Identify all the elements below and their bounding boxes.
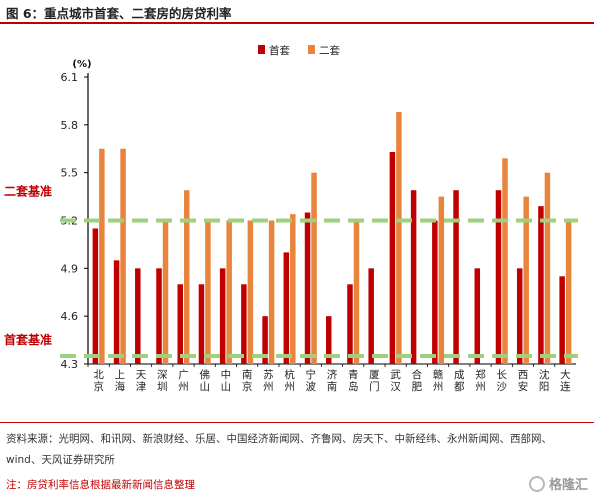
bar-first-home	[326, 316, 332, 364]
watermark-logo-icon	[528, 475, 545, 492]
title-bar: 图 6：重点城市首套、二套房的房贷利率	[0, 0, 594, 24]
bar-first-home	[156, 268, 162, 364]
bar-first-home	[283, 252, 290, 364]
y-tick-label: 4.3	[61, 358, 79, 371]
bar-first-home	[538, 206, 544, 364]
x-tick-label: 广州	[178, 369, 189, 393]
bar-first-home	[219, 268, 226, 364]
x-tick-label: 杭州	[284, 368, 295, 393]
reference-line-label: 首套基准	[4, 332, 52, 347]
y-tick-label: 5.5	[61, 167, 79, 180]
watermark: 格隆汇	[528, 474, 588, 493]
bar-first-home	[559, 276, 565, 364]
bar-second-home	[226, 220, 232, 364]
bar-second-home	[353, 220, 360, 364]
y-tick-label: 6.1	[61, 71, 79, 84]
bar-chart: (%)4.34.64.95.25.55.86.1北京上海天津深圳广州佛山中山南京…	[4, 44, 578, 393]
bar-second-home	[311, 172, 317, 364]
x-tick-label: 西安	[518, 369, 529, 393]
bar-second-home	[290, 214, 296, 364]
x-tick-label: 南京	[242, 368, 253, 393]
bar-first-home	[432, 220, 438, 364]
x-tick-label: 青岛	[348, 368, 359, 393]
x-tick-label: 佛山	[199, 368, 210, 393]
reference-line-label: 二套基准	[4, 184, 52, 199]
bar-second-home	[565, 220, 572, 364]
x-tick-label: 郑州	[475, 368, 486, 393]
x-tick-label: 上海	[115, 369, 126, 393]
x-tick-label: 宁波	[306, 368, 317, 393]
bar-second-home	[523, 196, 529, 364]
bar-second-home	[544, 172, 551, 364]
bar-first-home	[262, 316, 268, 364]
bar-second-home	[183, 190, 190, 364]
bar-first-home	[198, 284, 205, 364]
note-text: 注：房贷利率信息根据最新新闻信息整理	[6, 479, 195, 491]
legend-swatch	[308, 45, 315, 54]
bar-first-home	[92, 228, 99, 364]
y-tick-label: 4.6	[61, 310, 79, 323]
bar-second-home	[396, 112, 402, 364]
bar-first-home	[368, 268, 374, 364]
footer: 资料来源：光明网、和讯网、新浪财经、乐居、中国经济新闻网、齐鲁网、房天下、中新经…	[0, 422, 594, 497]
bar-first-home	[410, 190, 417, 364]
bar-first-home	[135, 268, 141, 364]
bar-second-home	[247, 220, 254, 364]
x-tick-label: 赣州	[433, 368, 444, 393]
x-tick-label: 武汉	[390, 368, 401, 393]
legend-swatch	[258, 45, 265, 54]
bar-first-home	[495, 190, 502, 364]
y-unit-label: (%)	[72, 59, 91, 70]
x-tick-label: 济南	[327, 368, 338, 393]
bar-first-home	[516, 268, 523, 364]
bar-first-home	[389, 151, 396, 364]
bar-first-home	[113, 260, 120, 364]
x-tick-label: 中山	[221, 368, 232, 393]
bar-second-home	[162, 220, 169, 364]
x-tick-label: 深圳	[157, 369, 168, 393]
bar-first-home	[453, 190, 459, 364]
y-tick-label: 4.9	[61, 262, 79, 275]
bar-second-home	[120, 148, 126, 364]
bar-second-home	[205, 220, 211, 364]
x-tick-label: 沈阳	[539, 368, 550, 393]
bar-second-home	[438, 196, 445, 364]
watermark-text: 格隆汇	[548, 478, 588, 493]
y-tick-label: 5.8	[61, 119, 79, 132]
bar-first-home	[347, 284, 353, 364]
x-tick-label: 长沙	[496, 369, 507, 393]
legend-label: 首套	[269, 44, 290, 57]
bar-first-home	[177, 284, 183, 364]
bar-first-home	[474, 268, 481, 364]
x-tick-label: 合肥	[412, 368, 423, 393]
bar-first-home	[304, 212, 311, 364]
legend-label: 二套	[319, 44, 340, 57]
x-tick-label: 成都	[454, 369, 465, 393]
source-text: 资料来源：光明网、和讯网、新浪财经、乐居、中国经济新闻网、齐鲁网、房天下、中新经…	[6, 433, 552, 466]
x-tick-label: 天津	[136, 369, 147, 393]
x-tick-label: 厦门	[369, 369, 380, 393]
bar-first-home	[241, 284, 247, 364]
bar-second-home	[268, 220, 275, 364]
x-tick-label: 大连	[560, 368, 571, 393]
bar-second-home	[502, 158, 508, 364]
figure-title: 图 6：重点城市首套、二套房的房贷利率	[6, 6, 232, 21]
x-tick-label: 苏州	[263, 368, 274, 393]
bar-second-home	[99, 148, 105, 364]
x-tick-label: 北京	[93, 369, 104, 393]
